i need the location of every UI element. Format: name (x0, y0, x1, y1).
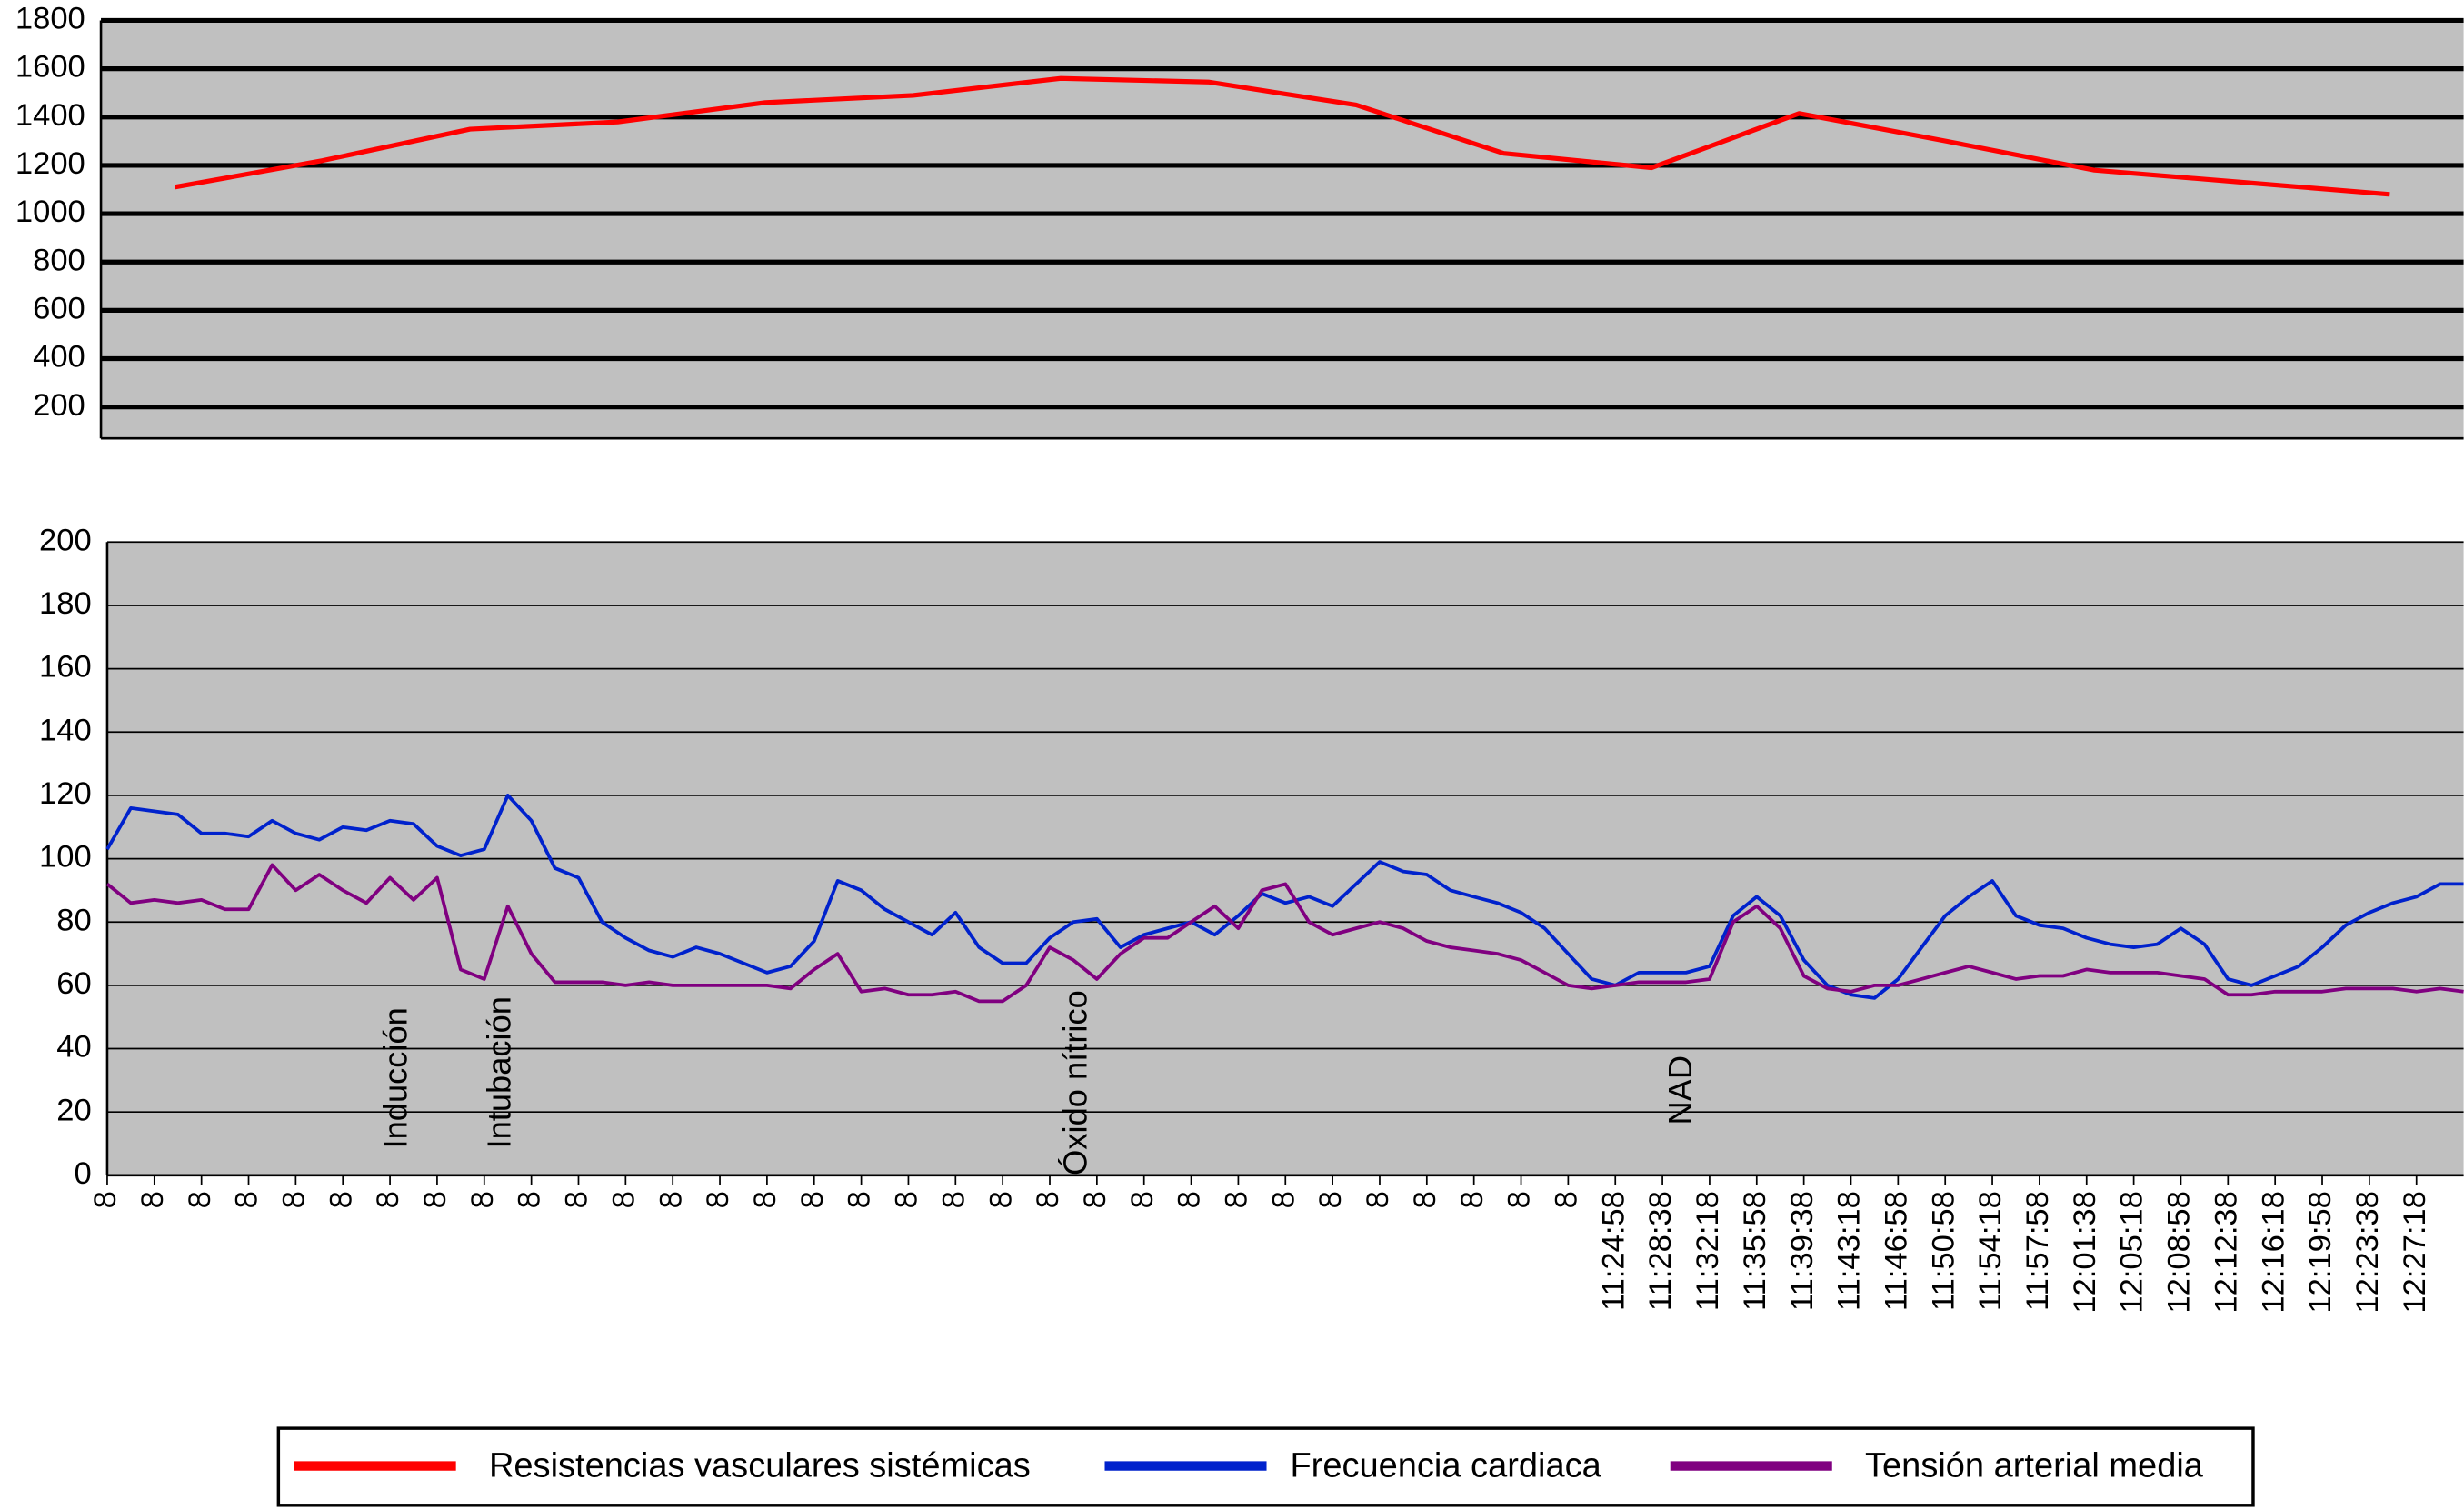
y-tick-label: 200 (39, 523, 92, 557)
x-tick-label: 8 (88, 1191, 123, 1208)
y-tick-label: 180 (39, 586, 92, 621)
y-tick-label: 1400 (15, 98, 85, 133)
y-tick-label: 200 (33, 388, 85, 423)
x-tick-label: 8 (983, 1191, 1018, 1208)
y-tick-label: 100 (39, 840, 92, 875)
x-tick-label: 11:32:18 (1691, 1191, 1725, 1311)
x-tick-label: 12:01:38 (2068, 1191, 2102, 1313)
annotation: Óxido nítrico (1057, 990, 1094, 1175)
annotation: Intubación (480, 996, 517, 1148)
x-tick-label: 11:24:58 (1596, 1191, 1631, 1311)
x-tick-label: 8 (936, 1191, 971, 1208)
y-tick-label: 0 (74, 1156, 91, 1191)
x-tick-label: 11:35:58 (1738, 1191, 1772, 1311)
x-tick-label: 8 (795, 1191, 830, 1208)
x-tick-label: 8 (135, 1191, 170, 1208)
x-tick-label: 8 (1550, 1191, 1584, 1208)
x-tick-label: 12:05:18 (2115, 1191, 2150, 1313)
series-line (105, 794, 2464, 1000)
x-tick-label: 8 (276, 1191, 311, 1208)
x-tick-label: 8 (1455, 1191, 1490, 1208)
y-tick-label: 120 (39, 776, 92, 811)
x-tick-label: 11:57:58 (2020, 1191, 2055, 1311)
x-tick-label: 8 (1031, 1191, 1065, 1208)
y-tick-label: 60 (56, 966, 91, 1001)
y-tick-label: 1200 (15, 146, 85, 181)
y-tick-label: 40 (56, 1030, 91, 1065)
x-tick-label: 12:08:58 (2162, 1191, 2197, 1313)
y-tick-label: 140 (39, 713, 92, 747)
x-tick-label: 8 (513, 1191, 547, 1208)
legend-label: Resistencias vasculares sistémicas (489, 1446, 1031, 1485)
legend-label: Frecuencia cardiaca (1290, 1446, 1601, 1485)
x-tick-label: 8 (701, 1191, 735, 1208)
x-tick-label: 11:54:18 (1973, 1191, 2008, 1311)
x-tick-label: 8 (890, 1191, 924, 1208)
annotation: Inducción (376, 1007, 414, 1148)
x-tick-label: 8 (1502, 1191, 1537, 1208)
x-tick-label: 12:23:38 (2350, 1191, 2385, 1313)
y-tick-label: 1600 (15, 50, 85, 85)
y-tick-label: 20 (56, 1093, 91, 1127)
x-tick-label: 11:43:18 (1832, 1191, 1867, 1311)
x-tick-label: 8 (1220, 1191, 1254, 1208)
x-tick-label: 8 (843, 1191, 877, 1208)
x-tick-label: 12:16:18 (2256, 1191, 2290, 1313)
y-tick-label: 80 (56, 903, 91, 937)
x-tick-label: 11:28:38 (1643, 1191, 1678, 1311)
annotation: NAD (1661, 1055, 1699, 1125)
x-tick-label: 8 (606, 1191, 641, 1208)
x-tick-label: 8 (418, 1191, 453, 1208)
series-line (105, 863, 2464, 1004)
x-tick-label: 8 (1266, 1191, 1301, 1208)
y-tick-label: 600 (33, 292, 85, 326)
y-tick-label: 1000 (15, 195, 85, 229)
y-tick-label: 160 (39, 650, 92, 685)
legend-label: Tensión arterial media (1865, 1446, 2204, 1485)
x-tick-label: 8 (183, 1191, 217, 1208)
x-tick-label: 11:46:58 (1879, 1191, 1913, 1311)
plot-area (101, 20, 2464, 439)
x-tick-label: 8 (371, 1191, 405, 1208)
series-line (174, 75, 2390, 197)
x-tick-label: 8 (324, 1191, 358, 1208)
y-tick-label: 800 (33, 243, 85, 277)
x-tick-label: 12:12:38 (2209, 1191, 2243, 1313)
x-tick-label: 12:27:18 (2398, 1191, 2432, 1313)
x-tick-label: 12:19:58 (2303, 1191, 2338, 1313)
x-tick-label: 11:39:38 (1785, 1191, 1820, 1311)
x-tick-label: 11:50:58 (1926, 1191, 1960, 1311)
x-tick-label: 8 (230, 1191, 264, 1208)
x-tick-label: 8 (748, 1191, 783, 1208)
y-tick-label: 400 (33, 340, 85, 375)
y-tick-label: 1800 (15, 2, 85, 36)
x-tick-label: 8 (1078, 1191, 1112, 1208)
x-tick-label: 8 (653, 1191, 688, 1208)
x-tick-label: 8 (1313, 1191, 1348, 1208)
x-tick-label: 8 (1172, 1191, 1207, 1208)
x-tick-label: 8 (560, 1191, 594, 1208)
x-tick-label: 8 (1125, 1191, 1160, 1208)
x-tick-label: 8 (1408, 1191, 1442, 1208)
x-tick-label: 8 (1361, 1191, 1395, 1208)
x-tick-label: 8 (465, 1191, 500, 1208)
